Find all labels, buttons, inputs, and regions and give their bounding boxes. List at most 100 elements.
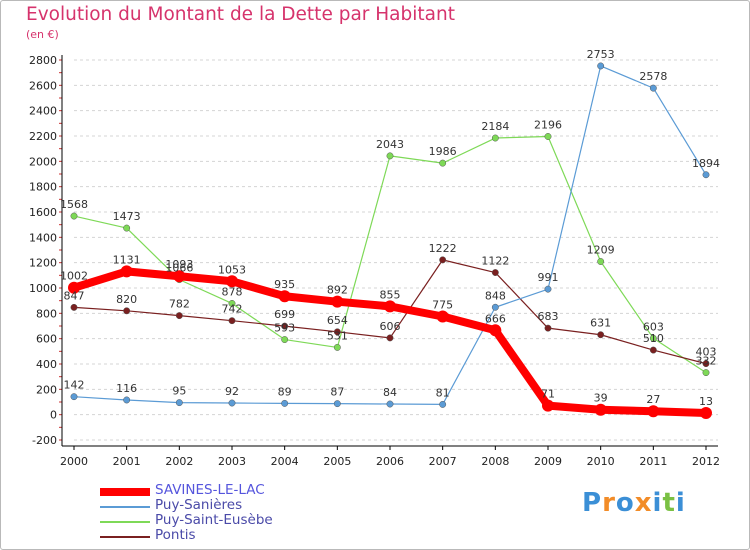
series-lines xyxy=(70,65,710,418)
data-label: 1986 xyxy=(429,145,457,158)
y-tick-label: 800 xyxy=(36,307,57,320)
y-tick-label: 1800 xyxy=(29,181,57,194)
data-label: 847 xyxy=(64,289,85,302)
chart-subtitle: (en €) xyxy=(26,28,59,41)
data-label: 332 xyxy=(696,355,717,368)
data-point xyxy=(333,400,341,408)
x-tick-labels: 2000 2001 2002 2003 2004 2005 2006 2007 2008 2009… xyxy=(60,455,720,468)
x-tick-label: 2007 xyxy=(429,455,457,468)
data-point xyxy=(439,256,447,264)
y-tick-label: 2400 xyxy=(29,105,57,118)
data-point xyxy=(228,399,236,407)
data-point xyxy=(333,343,341,351)
data-label: 848 xyxy=(485,289,506,302)
data-label: 820 xyxy=(116,293,137,306)
data-label: 95 xyxy=(172,385,186,398)
data-point xyxy=(281,399,289,407)
data-point xyxy=(702,171,710,179)
data-point xyxy=(70,303,78,311)
data-label: 991 xyxy=(538,271,559,284)
data-label: 87 xyxy=(330,386,344,399)
data-label: 84 xyxy=(383,386,397,399)
x-tick-label: 2005 xyxy=(323,455,351,468)
data-label: 2196 xyxy=(534,119,562,132)
data-label: 1473 xyxy=(113,210,141,223)
data-point xyxy=(281,322,289,330)
data-point xyxy=(386,334,394,342)
x-tick-label: 2001 xyxy=(113,455,141,468)
logo-letter: P xyxy=(582,488,603,518)
data-label: 81 xyxy=(436,386,450,399)
data-label: 27 xyxy=(646,393,660,406)
data-point xyxy=(228,317,236,325)
x-tick-label: 2008 xyxy=(481,455,509,468)
data-label: 1053 xyxy=(218,263,246,276)
data-label: 666 xyxy=(485,312,506,325)
x-tick-label: 2003 xyxy=(218,455,246,468)
data-label: 39 xyxy=(594,392,608,405)
legend-swatch xyxy=(100,506,150,508)
y-tick-label: 400 xyxy=(36,358,57,371)
logo-letter: x xyxy=(634,488,653,518)
chart-title: Evolution du Montant de la Dette par Hab… xyxy=(26,4,455,25)
data-point xyxy=(491,269,499,276)
data-point xyxy=(226,275,238,288)
axes xyxy=(59,55,718,450)
data-point xyxy=(439,159,447,167)
data-point xyxy=(649,346,657,354)
data-label: 935 xyxy=(274,278,295,291)
data-point xyxy=(489,324,502,337)
y-tick-label: 0 xyxy=(50,409,57,422)
x-tick-label: 2004 xyxy=(271,455,299,468)
logo-letter: t xyxy=(662,488,676,518)
data-point xyxy=(436,310,449,323)
legend-swatch xyxy=(100,488,150,496)
data-labels: 1568 1473 1066 878 593 531 2043 1986 2184 2196 120… xyxy=(60,48,720,408)
data-label: 1122 xyxy=(481,255,509,268)
data-point xyxy=(702,360,710,368)
legend-label: SAVINES-LE-LAC xyxy=(155,482,265,498)
legend-swatch xyxy=(100,521,150,523)
legend-label: Puy-Sanières xyxy=(155,497,243,513)
data-point xyxy=(120,265,133,278)
data-point xyxy=(439,400,447,408)
data-point xyxy=(544,133,552,140)
data-point xyxy=(228,300,236,307)
data-point xyxy=(123,224,131,232)
data-point xyxy=(386,152,394,160)
data-label: 1131 xyxy=(113,253,141,266)
data-point xyxy=(331,295,344,308)
y-tick-label: 1200 xyxy=(29,257,57,270)
y-tick-label: 600 xyxy=(36,333,57,346)
data-point xyxy=(700,407,712,420)
x-tick-label: 2000 xyxy=(60,455,88,468)
y-tick-label: 1000 xyxy=(29,282,57,295)
data-point xyxy=(647,405,660,418)
data-label: 1093 xyxy=(165,258,193,271)
data-label: 855 xyxy=(380,288,401,301)
y-tick-labels: -200 0 200 400 600 800 1000 1200 1400 1600 1800 200… xyxy=(29,54,57,447)
data-label: 89 xyxy=(278,385,292,398)
legend-swatch xyxy=(100,536,150,538)
data-point xyxy=(594,403,607,416)
y-tick-label: -200 xyxy=(32,434,57,447)
proxiti-logo: Proxiti xyxy=(582,488,686,518)
data-point xyxy=(175,399,183,407)
y-tick-label: 2000 xyxy=(29,155,57,168)
data-label: 1568 xyxy=(60,198,88,211)
data-point xyxy=(70,212,78,220)
x-tick-label: 2011 xyxy=(639,455,667,468)
logo-letter: o xyxy=(615,488,635,518)
data-point xyxy=(491,134,499,142)
series-line-puy-sani-res xyxy=(73,65,707,406)
data-point xyxy=(333,328,341,336)
data-label: 1066 xyxy=(165,262,193,275)
data-label: 606 xyxy=(380,320,401,333)
x-tick-label: 2002 xyxy=(165,455,193,468)
x-tick-label: 2006 xyxy=(376,455,404,468)
data-point xyxy=(68,281,80,294)
data-label: 593 xyxy=(274,322,295,335)
data-label: 878 xyxy=(222,285,243,298)
legend-label: Pontis xyxy=(155,527,196,543)
data-label: 782 xyxy=(169,298,190,311)
